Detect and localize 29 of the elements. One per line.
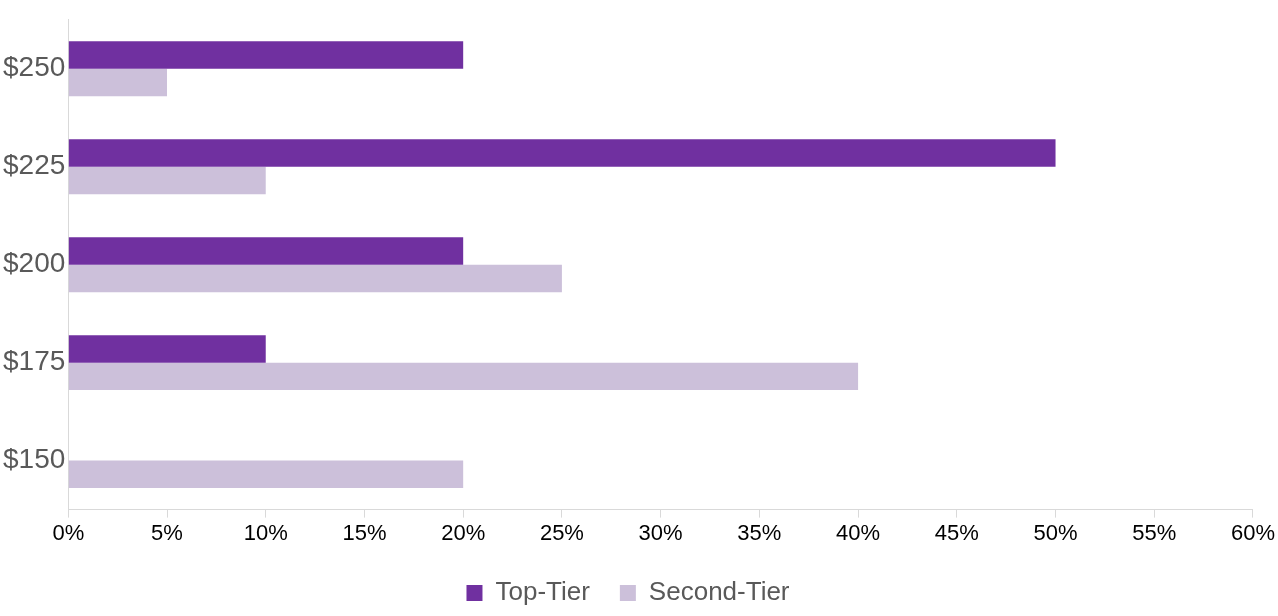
legend-label: Top-Tier — [495, 576, 591, 607]
y-tick-label: $250 — [2, 51, 66, 83]
x-tick-label: 45% — [934, 519, 979, 545]
x-tick-label: 40% — [836, 519, 881, 545]
bar — [68, 460, 464, 489]
x-tick-label: 50% — [1033, 519, 1078, 545]
x-tick-label: 55% — [1132, 519, 1177, 545]
y-tick-label: $225 — [2, 149, 66, 181]
legend-label: Second-Tier — [648, 576, 790, 607]
x-tick-label: 5% — [151, 519, 183, 545]
x-tick-label: 15% — [342, 519, 387, 545]
bar — [68, 139, 1056, 167]
y-tick-label: $200 — [2, 247, 66, 279]
x-tick-label: 25% — [539, 519, 584, 545]
x-tick-label: 20% — [441, 519, 486, 545]
x-tick-label: 0% — [52, 519, 85, 545]
bar — [68, 41, 464, 69]
y-tick-label: $150 — [2, 443, 66, 475]
bar — [68, 362, 859, 391]
x-tick-label: 35% — [737, 519, 782, 545]
y-tick-label: $175 — [2, 345, 66, 377]
x-tick-label: 30% — [638, 519, 683, 545]
bar — [68, 335, 266, 363]
bar — [68, 166, 266, 195]
bar — [68, 237, 464, 265]
bar — [68, 264, 562, 293]
x-tick-label: 10% — [243, 519, 288, 545]
x-tick-label: 60% — [1230, 519, 1276, 545]
bar — [68, 68, 168, 97]
